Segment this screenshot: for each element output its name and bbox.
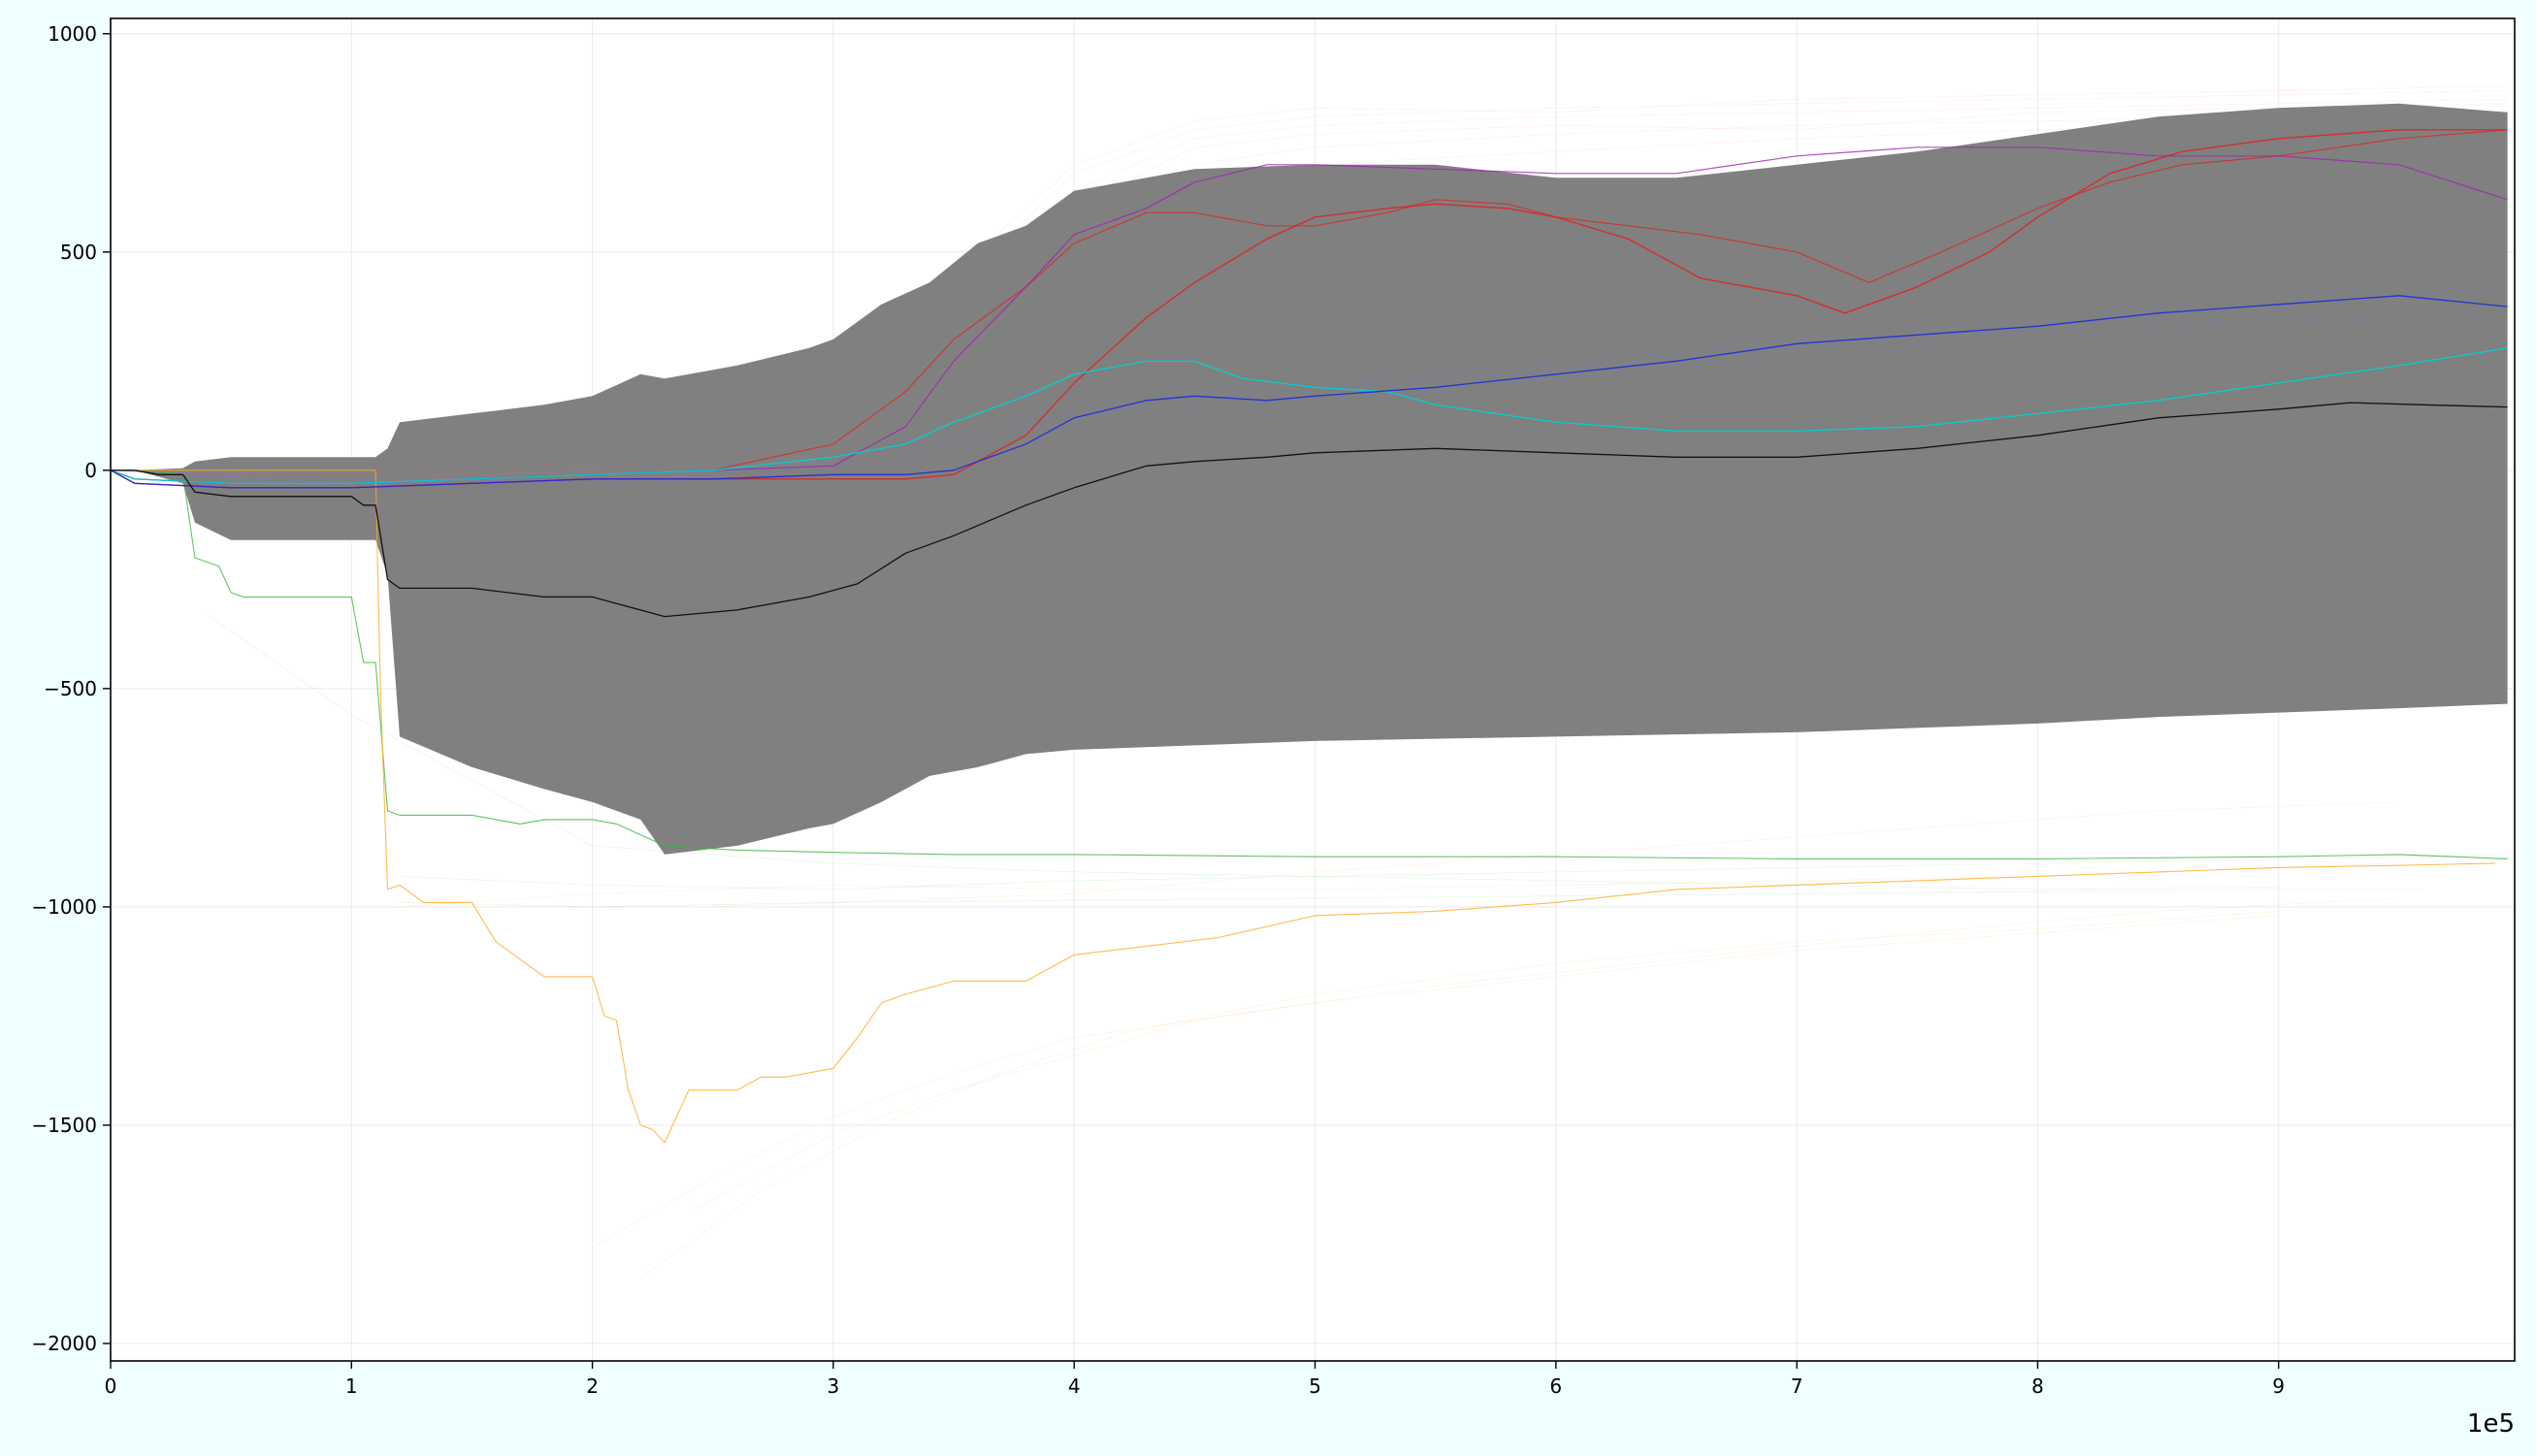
min-max-band — [134, 103, 2508, 855]
series-line-3 — [110, 347, 2508, 484]
x-tick-label: 7 — [1791, 1375, 1804, 1398]
series-line-13 — [110, 103, 2508, 484]
x-tick-label: 8 — [2032, 1375, 2044, 1398]
x-tick-label: 9 — [2272, 1375, 2285, 1398]
y-tick-label: 1000 — [48, 22, 97, 46]
y-tick-label: −2000 — [31, 1332, 97, 1355]
series-line-15 — [110, 312, 2508, 489]
x-offset-label: 1e5 — [2467, 1409, 2515, 1439]
series-line-14 — [110, 286, 2508, 484]
band-area — [134, 103, 2508, 855]
series-line-16 — [110, 273, 2508, 480]
y-tick-label: −1000 — [31, 895, 97, 919]
x-tick-label: 4 — [1068, 1375, 1081, 1398]
plot-frame — [110, 17, 2516, 1362]
x-tick-label: 6 — [1549, 1375, 1562, 1398]
x-tick-label: 1 — [345, 1375, 358, 1398]
axis-ticks: 0 1 2 3 4 5 6 7 8 9 1000 500 0 −500 −1000 −1500 −2000 — [31, 22, 2285, 1398]
series-line-19 — [640, 911, 2279, 1278]
series-line-8 — [110, 98, 2508, 480]
series-line-4 — [110, 295, 2508, 489]
y-tick-label: 500 — [60, 241, 97, 264]
series-line-25 — [399, 889, 2423, 908]
series-line-2 — [111, 469, 2496, 1144]
x-tick-label: 5 — [1309, 1375, 1321, 1398]
series-line-12 — [110, 89, 2508, 480]
x-tick-label: 2 — [586, 1375, 599, 1398]
series-line-24 — [207, 614, 2279, 890]
series-line-23 — [399, 854, 2508, 890]
x-tick-label: 3 — [828, 1375, 840, 1398]
series-line-1 — [111, 469, 2508, 859]
x-tick-label: 0 — [105, 1375, 117, 1398]
series-line-18 — [592, 915, 2279, 1248]
y-tick-label: −1500 — [31, 1114, 97, 1137]
series-lines — [110, 85, 2508, 1278]
y-tick-label: −500 — [44, 677, 97, 700]
series-line-0 — [111, 402, 2508, 618]
y-tick-label: 0 — [84, 459, 97, 482]
series-line-20 — [688, 897, 2399, 1213]
series-line-10 — [110, 85, 2508, 475]
series-line-22 — [712, 801, 2399, 908]
